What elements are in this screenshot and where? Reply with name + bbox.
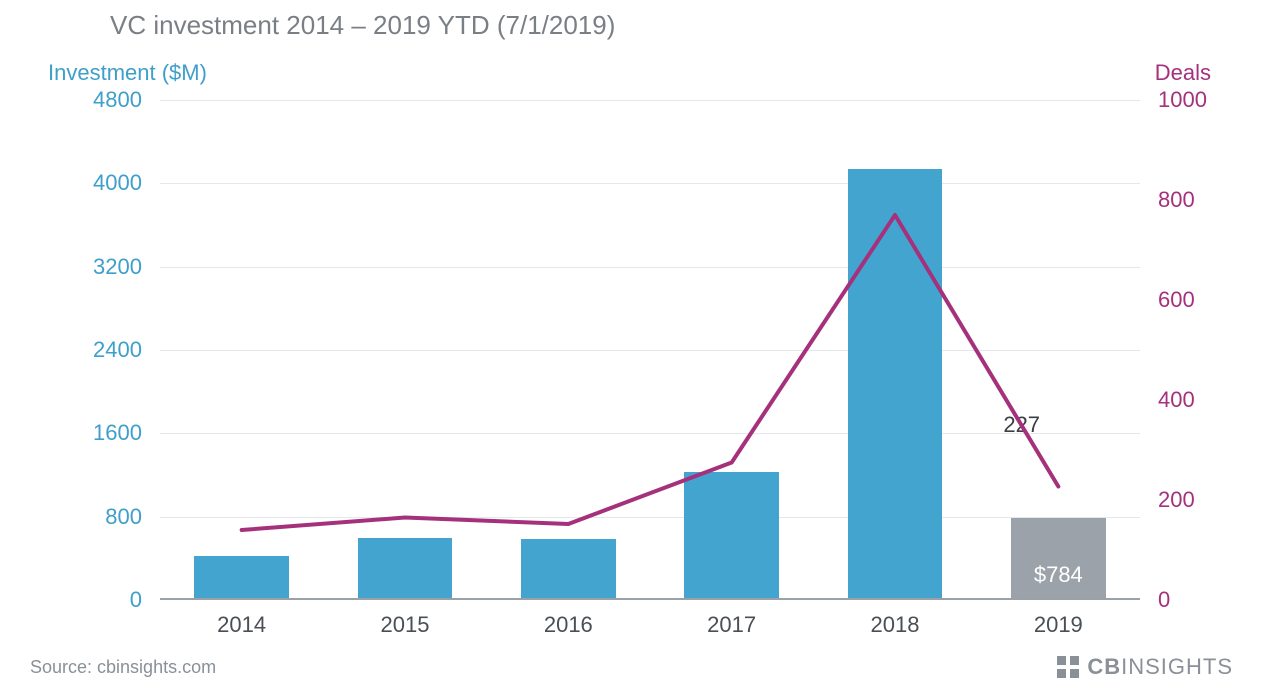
x-axis-tick: 2017 xyxy=(707,612,756,638)
right-axis-tick: 200 xyxy=(1158,487,1195,513)
left-axis-tick: 2400 xyxy=(93,337,142,363)
deals-line xyxy=(160,100,1140,600)
left-axis-tick: 0 xyxy=(130,587,142,613)
right-axis-tick: 0 xyxy=(1158,587,1170,613)
left-axis-tick: 800 xyxy=(105,504,142,530)
chart-container: VC investment 2014 – 2019 YTD (7/1/2019)… xyxy=(0,0,1271,692)
source-text: Source: cbinsights.com xyxy=(30,657,216,678)
right-axis-label: Deals xyxy=(1155,60,1211,86)
x-axis-baseline xyxy=(160,598,1140,600)
chart-title: VC investment 2014 – 2019 YTD (7/1/2019) xyxy=(110,10,615,41)
brand-logo: CBINSIGHTS xyxy=(1057,654,1233,680)
x-axis-tick: 2014 xyxy=(217,612,266,638)
brand-cb: CB xyxy=(1087,654,1121,679)
x-axis-tick: 2018 xyxy=(871,612,920,638)
grid-icon xyxy=(1057,656,1079,678)
x-axis-tick: 2016 xyxy=(544,612,593,638)
right-axis-tick: 600 xyxy=(1158,287,1195,313)
left-axis-tick: 4800 xyxy=(93,87,142,113)
right-axis-tick: 1000 xyxy=(1158,87,1207,113)
right-axis-tick: 400 xyxy=(1158,387,1195,413)
right-axis-tick: 800 xyxy=(1158,187,1195,213)
brand-insights: INSIGHTS xyxy=(1121,654,1233,679)
x-axis-tick: 2015 xyxy=(381,612,430,638)
x-axis-tick: 2019 xyxy=(1034,612,1083,638)
left-axis-label: Investment ($M) xyxy=(48,60,207,86)
left-axis-tick: 4000 xyxy=(93,170,142,196)
left-axis-tick: 1600 xyxy=(93,420,142,446)
plot-area: 0800160024003200400048000200400600800100… xyxy=(160,100,1140,600)
left-axis-tick: 3200 xyxy=(93,254,142,280)
